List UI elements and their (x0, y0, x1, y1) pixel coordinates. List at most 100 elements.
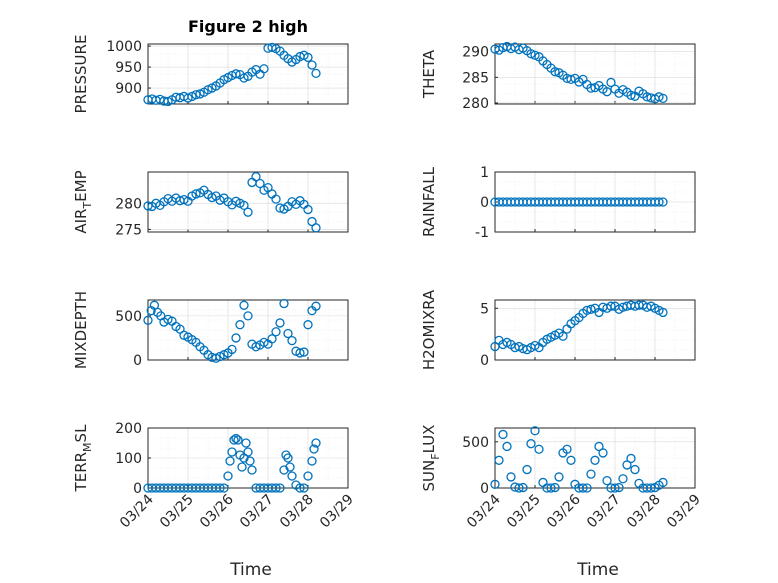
data-point (231, 69, 241, 79)
data-point (231, 433, 241, 444)
data-point (275, 318, 285, 328)
data-point (534, 444, 544, 454)
data-point (590, 455, 600, 465)
data-point (566, 74, 576, 85)
ylabel-3: AIRTEMP (72, 170, 94, 233)
data-point (271, 194, 281, 204)
x-tick-label: 03/25 (157, 492, 197, 532)
data-point (279, 298, 289, 309)
y-tick-label: 280 (115, 196, 142, 212)
data-point (271, 327, 281, 337)
data-point (243, 447, 253, 457)
data-point (275, 483, 285, 493)
x-tick-label: 03/25 (504, 492, 544, 532)
data-point (626, 90, 636, 100)
data-point (303, 320, 313, 330)
axis-frame (147, 299, 349, 361)
data-point (271, 483, 281, 493)
data-point (207, 192, 217, 203)
data-point (602, 475, 612, 486)
data-point (498, 429, 508, 440)
ylabel-2: THETA (420, 49, 438, 99)
data-point (618, 474, 628, 484)
axis-frame (147, 43, 349, 105)
data-point (223, 471, 233, 481)
data-point (309, 444, 319, 454)
data-point (530, 426, 540, 436)
series-1 (143, 298, 321, 363)
x-tick-label: 03/28 (624, 492, 664, 532)
data-point (295, 483, 305, 493)
data-point (303, 471, 313, 481)
data-point (506, 472, 516, 482)
x-tick-label: 03/24 (464, 491, 504, 531)
axis-frame (147, 427, 349, 489)
subplot-8: 0 500 SUNFLUX 03/24 03/25 03/26 03/27 03/28 03/2… (420, 425, 704, 580)
data-point (287, 471, 297, 481)
data-point (558, 331, 568, 341)
data-point (610, 483, 620, 493)
ylabel-8: SUNFLUX (420, 425, 442, 492)
data-point (233, 435, 243, 445)
y-tick-label: 0 (133, 353, 142, 369)
data-point (654, 197, 664, 207)
data-point (219, 483, 229, 493)
y-tick-label: 500 (115, 309, 142, 325)
data-point (626, 453, 636, 464)
subplot-1: 900 950 1000 PRESSURE Figure 2 high (72, 17, 349, 113)
data-point (143, 201, 153, 211)
data-point (285, 462, 295, 472)
data-point (299, 347, 309, 357)
data-point (602, 87, 612, 97)
data-point (267, 42, 277, 53)
x-axis-label: Time (576, 560, 619, 580)
data-point (237, 462, 247, 472)
y-tick-label: 950 (115, 60, 142, 76)
y-tick-label: 0 (480, 195, 489, 211)
data-point (245, 456, 255, 466)
subplot-7: 0 100 200 TERRMSL 03/24 03/25 03/26 03/27 03/28 0… (72, 421, 357, 580)
data-point (307, 60, 317, 70)
y-tick-label: 285 (462, 70, 489, 86)
data-point (227, 447, 237, 457)
subplot-4: -1 0 1 RAINFALL (420, 165, 696, 241)
data-point (191, 189, 201, 199)
y-tick-label: 200 (115, 421, 142, 437)
data-point (658, 197, 668, 207)
data-point (283, 328, 293, 339)
series-1 (490, 300, 668, 355)
data-point (530, 50, 540, 60)
data-point (231, 333, 241, 343)
x-tick-label: 03/26 (197, 491, 237, 531)
data-point (586, 469, 596, 479)
y-tick-label: 1 (480, 165, 489, 181)
data-point (251, 172, 261, 182)
data-point (215, 483, 225, 493)
y-tick-label: 275 (115, 222, 142, 238)
data-point (247, 465, 257, 475)
data-point (550, 67, 560, 77)
subplot-2: 280 285 290 THETA (420, 41, 696, 112)
series-1 (143, 172, 321, 233)
chart-title: Figure 2 high (188, 17, 308, 36)
data-point (518, 482, 528, 493)
data-point (225, 456, 235, 466)
y-tick-label: 280 (462, 96, 489, 112)
y-tick-label: 0 (480, 481, 489, 497)
data-point (526, 49, 536, 59)
series-1 (490, 41, 668, 104)
data-point (606, 301, 616, 311)
data-point (614, 482, 624, 493)
data-point (239, 300, 249, 310)
y-tick-label: 1000 (106, 39, 142, 55)
data-point (598, 448, 608, 458)
data-point (566, 455, 576, 465)
data-point (578, 483, 588, 493)
x-tick-label: 03/24 (117, 491, 157, 531)
data-point (594, 441, 604, 452)
series-1 (490, 426, 668, 493)
data-point (191, 90, 201, 100)
data-point (243, 207, 253, 217)
y-tick-label: 0 (480, 353, 489, 369)
